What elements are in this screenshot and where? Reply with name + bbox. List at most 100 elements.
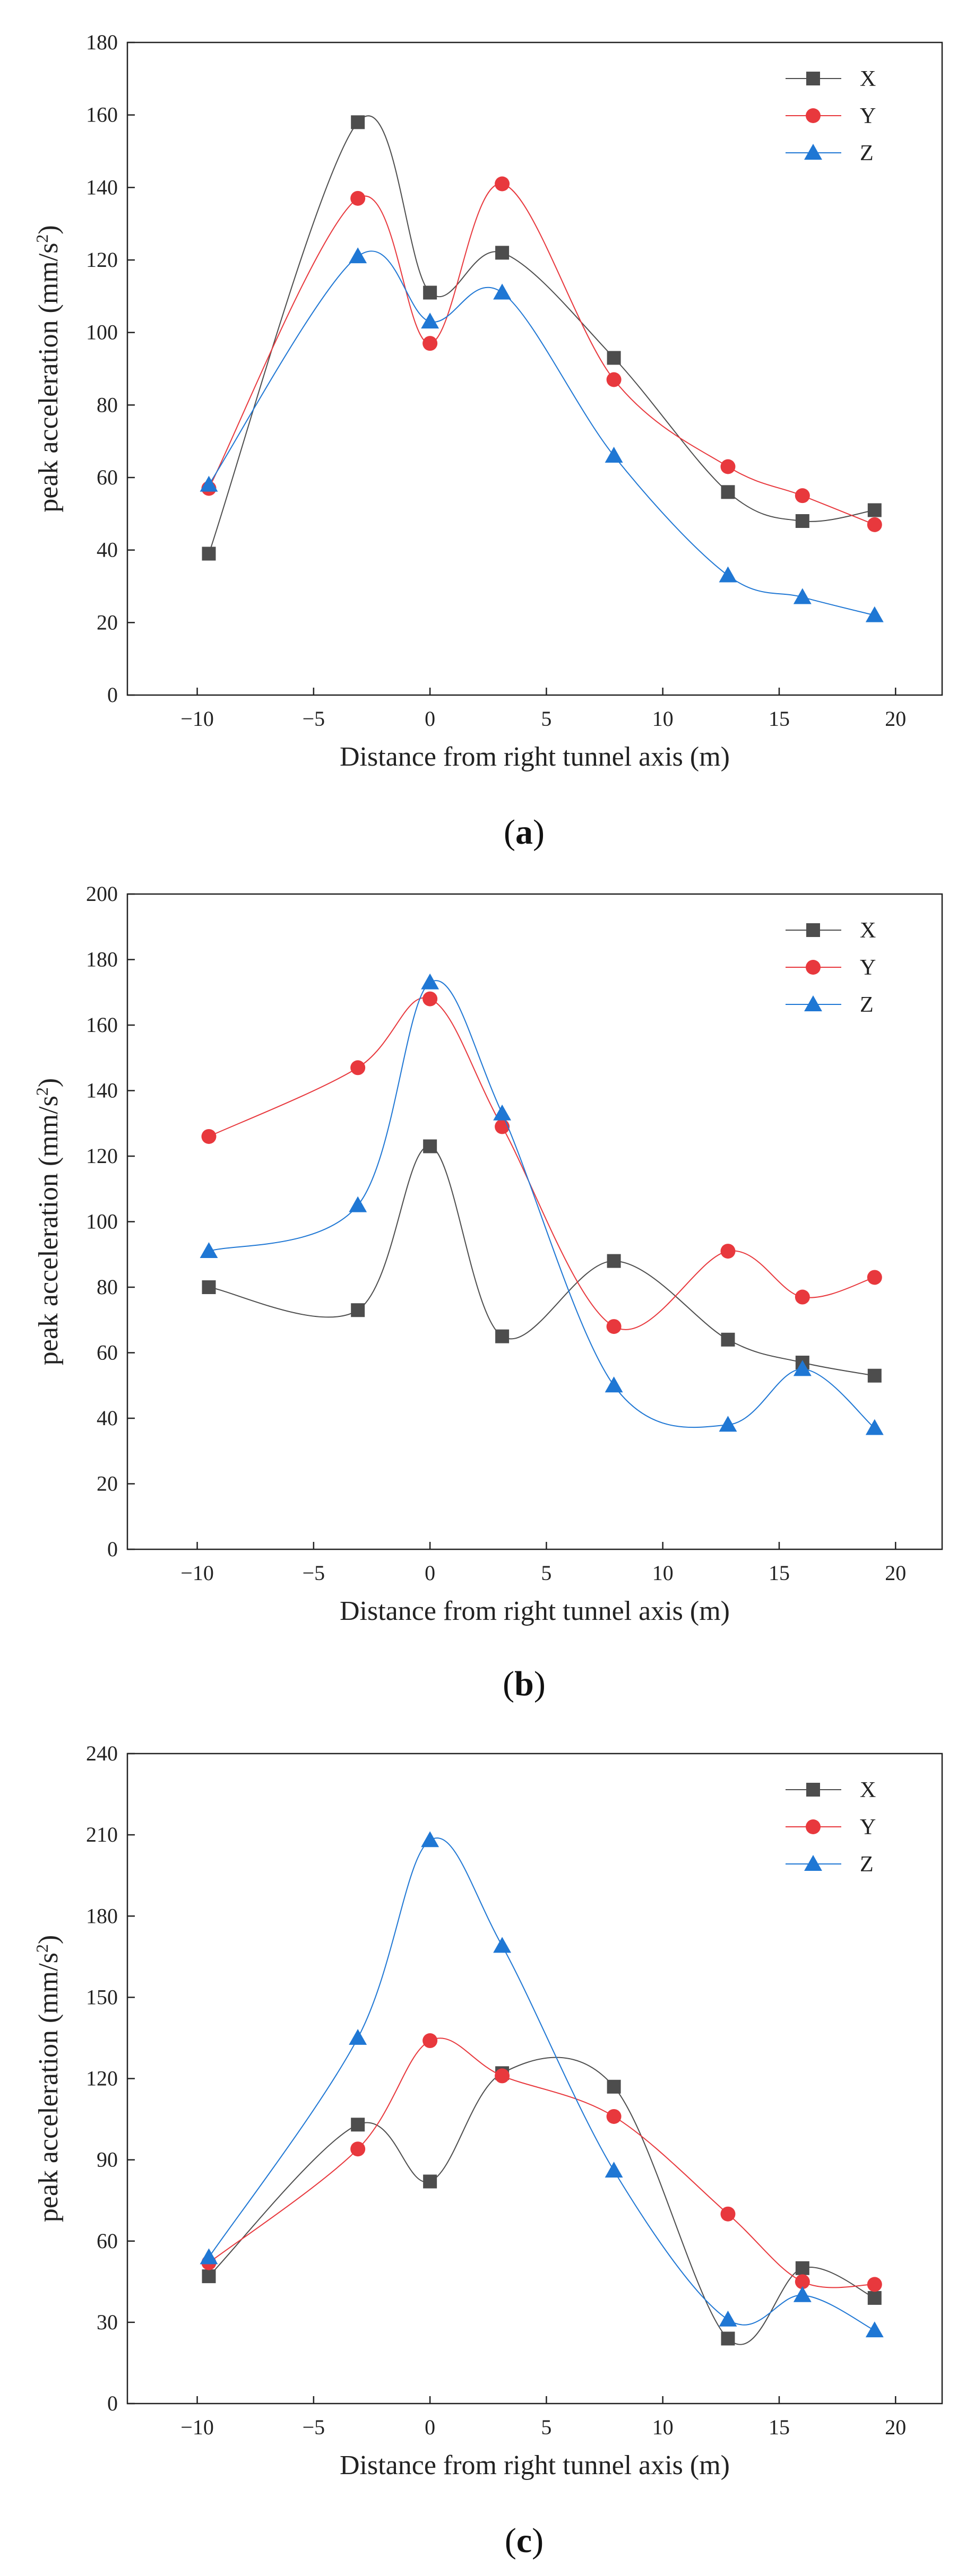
data-point-x — [202, 2269, 216, 2284]
y-tick-label: 150 — [86, 1985, 118, 2009]
y-axis-label: peak acceleration (mm/s2) — [32, 1935, 64, 2223]
legend-marker-z — [804, 995, 822, 1011]
data-point-z — [200, 2248, 218, 2265]
y-tick-label: 100 — [86, 1210, 118, 1234]
y-tick-label: 140 — [86, 175, 118, 199]
data-point-x — [867, 1368, 882, 1383]
data-point-z — [200, 475, 218, 492]
data-point-y — [350, 2141, 366, 2157]
data-point-z — [349, 2028, 367, 2045]
data-point-y — [795, 488, 810, 504]
y-tick-label: 40 — [97, 1406, 118, 1430]
y-tick-label: 40 — [97, 538, 118, 562]
data-point-y — [606, 372, 622, 387]
series-y — [201, 176, 882, 532]
legend-label-x: X — [860, 67, 876, 91]
data-point-z — [349, 1196, 367, 1212]
data-point-z — [793, 588, 812, 604]
legend: XYZ — [786, 1778, 876, 1877]
data-point-x — [607, 2079, 621, 2094]
data-point-z — [719, 1416, 737, 1432]
data-point-z — [865, 2321, 884, 2338]
legend-marker-y — [806, 108, 821, 123]
y-tick-label: 210 — [86, 1823, 118, 1846]
x-tick-label: 10 — [652, 707, 674, 731]
legend-label-y: Y — [860, 1815, 876, 1840]
y-tick-label: 20 — [97, 1472, 118, 1496]
y-tick-label: 90 — [97, 2148, 118, 2172]
y-tick-label: 60 — [97, 2229, 118, 2253]
chart-panel-a: 0 20 40 60 80 100 120 140 160 180 −10 −5 0 5 10 15 20 Dis… — [32, 30, 943, 852]
y-tick-label: 0 — [107, 683, 118, 707]
data-point-y — [350, 190, 366, 206]
data-point-z — [421, 313, 439, 329]
data-point-z — [719, 2310, 737, 2327]
y-axis-label: peak acceleration (mm/s2) — [32, 1078, 64, 1366]
x-tick-label: 15 — [769, 1561, 790, 1585]
data-point-z — [605, 447, 623, 463]
y-tick-label: 240 — [86, 1741, 118, 1765]
x-tick-label: −5 — [303, 707, 325, 731]
panel-caption-letter: b — [514, 1664, 534, 1703]
y-tick-label: 160 — [86, 103, 118, 127]
data-point-x — [607, 1254, 621, 1268]
data-point-y — [867, 517, 882, 532]
data-point-x — [202, 547, 216, 561]
data-point-x — [795, 514, 809, 528]
data-point-z — [349, 247, 367, 264]
data-point-x — [867, 503, 882, 517]
data-point-y — [795, 2274, 810, 2289]
panel-caption: (c) — [505, 2521, 544, 2560]
data-point-z — [719, 566, 737, 583]
x-tick-label: 5 — [541, 707, 551, 731]
data-point-x — [721, 485, 735, 499]
data-point-y — [606, 1319, 622, 1334]
series-y — [201, 2033, 882, 2292]
x-axis-label: Distance from right tunnel axis (m) — [340, 2450, 730, 2480]
series-line-x — [208, 2057, 875, 2345]
legend-marker-x — [806, 1783, 820, 1797]
y-tick-label: 120 — [86, 2067, 118, 2091]
data-point-y — [720, 2206, 736, 2222]
legend: XYZ — [786, 918, 876, 1017]
data-point-y — [422, 336, 438, 351]
data-point-y — [606, 2109, 622, 2124]
y-tick-label: 60 — [97, 1341, 118, 1365]
x-tick-label: 20 — [885, 1561, 906, 1585]
panel-caption-letter: a — [515, 813, 533, 852]
y-tick-label: 80 — [97, 393, 118, 417]
data-point-y — [495, 176, 510, 192]
y-tick-label: 160 — [86, 1013, 118, 1037]
x-tick-label: 5 — [541, 1561, 551, 1585]
data-point-x — [495, 1329, 510, 1343]
series-line-z — [209, 980, 875, 1429]
y-tick-label: 200 — [86, 882, 118, 906]
data-point-x — [202, 1280, 216, 1294]
data-point-z — [493, 283, 512, 300]
y-tick-label: 80 — [97, 1275, 118, 1299]
data-point-x — [721, 1332, 735, 1347]
series-z — [200, 1831, 884, 2338]
legend-label-y: Y — [860, 956, 876, 980]
data-point-z — [493, 1937, 512, 1953]
chart-panel-b: 0 20 40 60 80 100 120 140 160 180 200 −10 −5 0 5 10 15 20… — [32, 882, 943, 1703]
legend-marker-y — [806, 960, 821, 975]
y-axis-label-superscript: 2 — [32, 235, 51, 243]
y-tick-label: 20 — [97, 610, 118, 634]
x-tick-label: 15 — [769, 707, 790, 731]
data-point-x — [495, 246, 510, 260]
data-point-y — [720, 1244, 736, 1259]
data-point-x — [351, 115, 365, 129]
data-point-z — [865, 606, 884, 622]
y-tick-label: 180 — [86, 1904, 118, 1928]
legend-marker-y — [806, 1819, 821, 1834]
series-x — [202, 115, 882, 561]
y-tick-label: 120 — [86, 248, 118, 272]
data-point-x — [351, 1303, 365, 1317]
legend-label-y: Y — [860, 104, 876, 128]
data-point-z — [605, 2162, 623, 2178]
y-axis-label: peak acceleration (mm/s2) — [32, 225, 64, 513]
data-point-z — [793, 2286, 812, 2302]
data-point-y — [350, 1060, 366, 1075]
series-line-y — [209, 997, 875, 1330]
